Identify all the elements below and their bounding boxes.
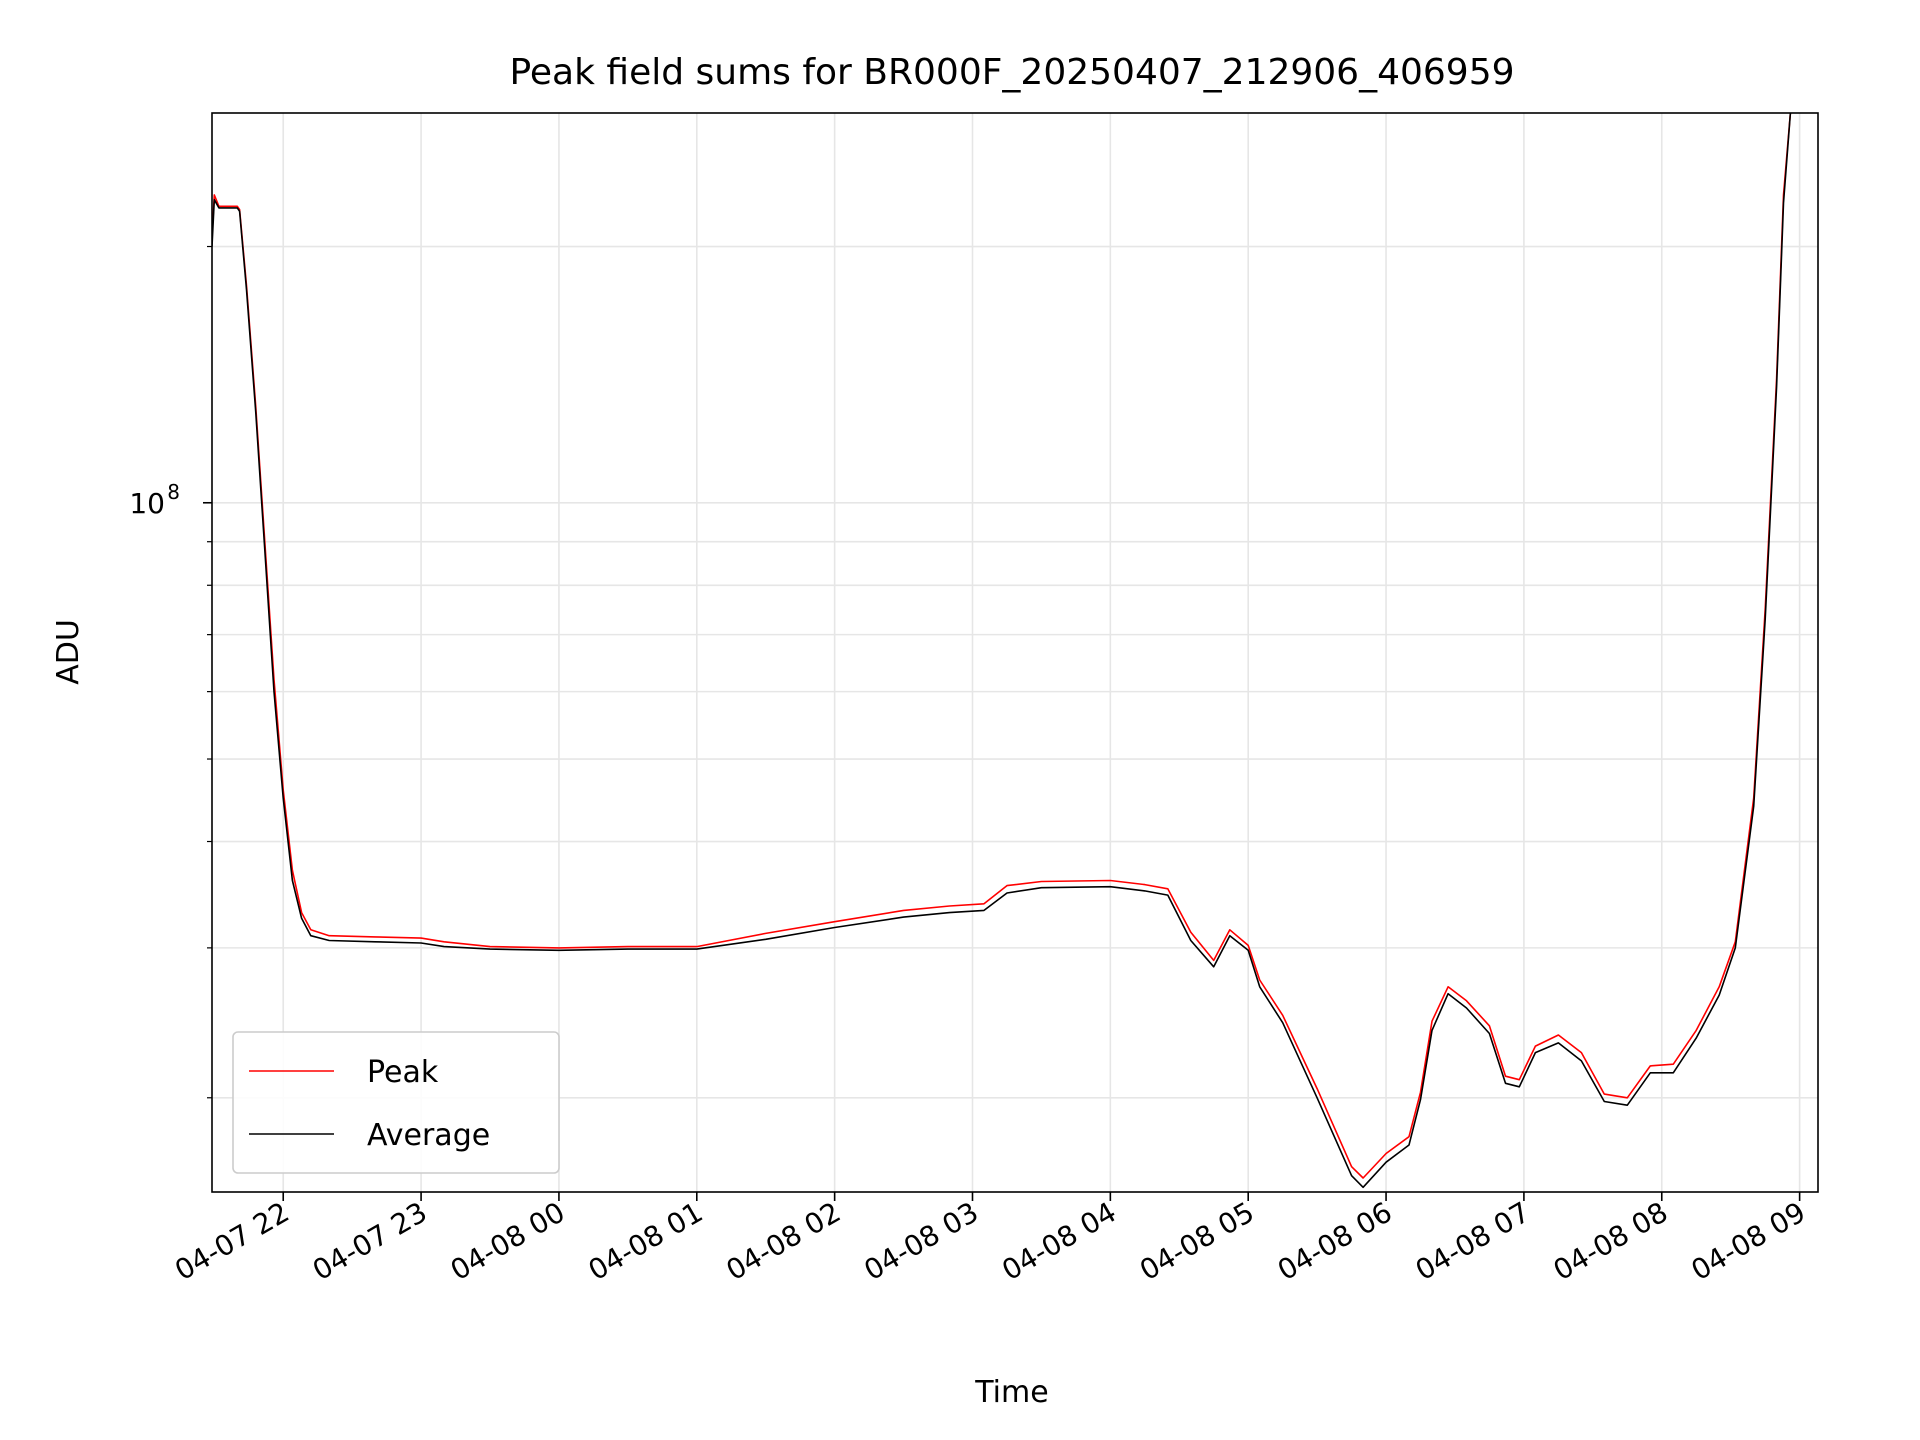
legend-box	[232, 1031, 560, 1174]
legend: Peak Average	[232, 1031, 560, 1174]
grid	[212, 113, 1818, 1192]
series-layer	[212, 113, 1792, 1189]
y-tick-label: 10	[129, 487, 165, 520]
y-tick-label-exponent: 8	[167, 480, 180, 504]
legend-label-average: Average	[367, 1118, 490, 1153]
x-axis-label: Time	[974, 1375, 1048, 1410]
series-line-average	[212, 113, 1792, 1189]
y-axis-label: ADU	[51, 619, 86, 685]
plot-frame	[211, 112, 1819, 1193]
chart-title: Peak field sums for BR000F_20250407_2129…	[509, 52, 1514, 93]
series-line-peak	[212, 113, 1792, 1179]
y-tick-label-base: 10	[129, 487, 165, 520]
legend-label-peak: Peak	[367, 1055, 439, 1090]
